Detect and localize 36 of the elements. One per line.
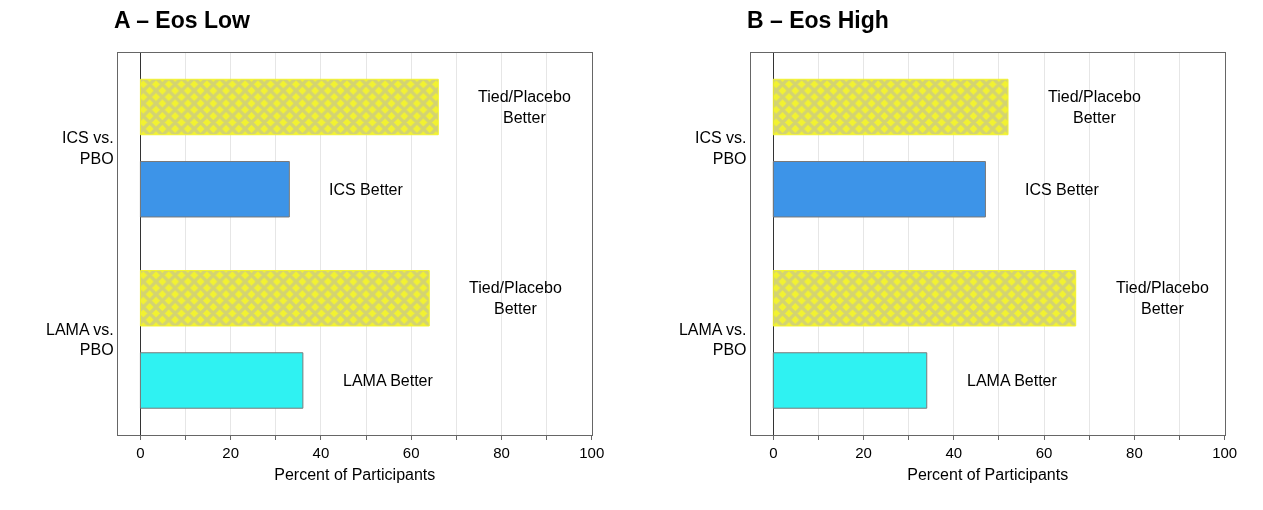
bar: [139, 270, 430, 327]
bar: [139, 78, 439, 136]
text: Tied/Placebo Better: [469, 279, 562, 317]
bar: [772, 78, 1009, 136]
x-tick-label: 20: [222, 444, 240, 461]
text: ICS Better: [329, 181, 404, 198]
x-tick-label: 80: [493, 444, 510, 461]
x-tick-label: 80: [1126, 444, 1143, 461]
y-tick-label: ICS vs. PBO: [62, 129, 114, 168]
x-tick-label: 100: [579, 444, 605, 461]
x-tick-label: 20: [855, 444, 872, 461]
bar: [772, 270, 1077, 327]
text: ICS Better: [1025, 181, 1100, 198]
y-tick-label: LAMA vs. PBO: [678, 320, 747, 359]
chart-title: B – Eos High: [747, 7, 889, 33]
text: Tied/Placebo Better: [478, 88, 571, 126]
x-tick-label: 0: [136, 444, 145, 461]
x-axis-title: Percent of Participants: [907, 465, 1069, 483]
x-axis-title: Percent of Participants: [274, 465, 436, 483]
bar: [772, 161, 986, 218]
text: Tied/Placebo Better: [1048, 88, 1141, 126]
x-tick-label: 0: [769, 444, 778, 461]
text: LAMA Better: [343, 372, 434, 389]
x-tick-label: 60: [402, 444, 420, 461]
x-tick-label: 40: [312, 444, 330, 461]
bar: [139, 352, 304, 409]
x-tick-label: 40: [945, 444, 963, 461]
y-tick-label: ICS vs. PBO: [694, 129, 747, 168]
text: LAMA Better: [967, 372, 1058, 389]
bar: [139, 161, 290, 218]
text: Tied/Placebo Better: [1116, 279, 1209, 317]
chart-title: A – Eos Low: [114, 7, 250, 33]
bar: [772, 352, 928, 409]
x-tick-label: 100: [1212, 444, 1238, 461]
y-tick-label: LAMA vs. PBO: [46, 320, 114, 359]
x-tick-label: 60: [1035, 444, 1053, 461]
